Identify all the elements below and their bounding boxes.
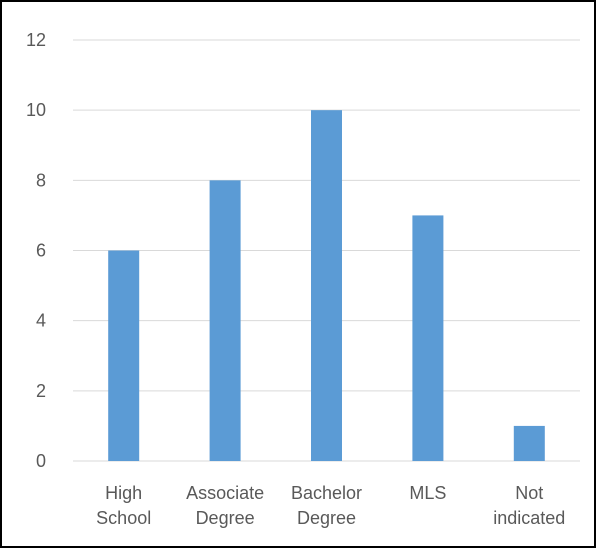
y-tick-label: 2: [36, 381, 46, 401]
y-tick-label: 12: [26, 30, 46, 50]
y-axis-tick-labels: 0 2 4 6 8 10 12: [26, 30, 46, 471]
bar: [209, 180, 241, 462]
x-tick-label: Bachelor: [291, 483, 362, 503]
bar: [311, 110, 342, 462]
x-tick-label: Degree: [196, 508, 255, 528]
y-tick-label: 0: [36, 451, 46, 471]
x-tick-label: MLS: [409, 483, 446, 503]
bar: [513, 425, 545, 461]
x-tick-label: Associate: [186, 483, 264, 503]
y-tick-label: 8: [36, 170, 46, 190]
y-tick-label: 10: [26, 100, 46, 120]
bar: [412, 215, 444, 461]
x-tick-label: Not: [515, 483, 543, 503]
y-tick-label: 4: [36, 311, 46, 331]
bar: [108, 250, 140, 461]
x-tick-label: High: [105, 483, 142, 503]
x-axis-tick-labels: High School Associate Degree Bachelor Degree M…: [96, 483, 565, 528]
x-tick-label: Degree: [297, 508, 356, 528]
x-tick-label: indicated: [493, 508, 565, 528]
bars: [108, 110, 545, 462]
y-tick-label: 6: [36, 241, 46, 261]
x-tick-label: School: [96, 508, 151, 528]
